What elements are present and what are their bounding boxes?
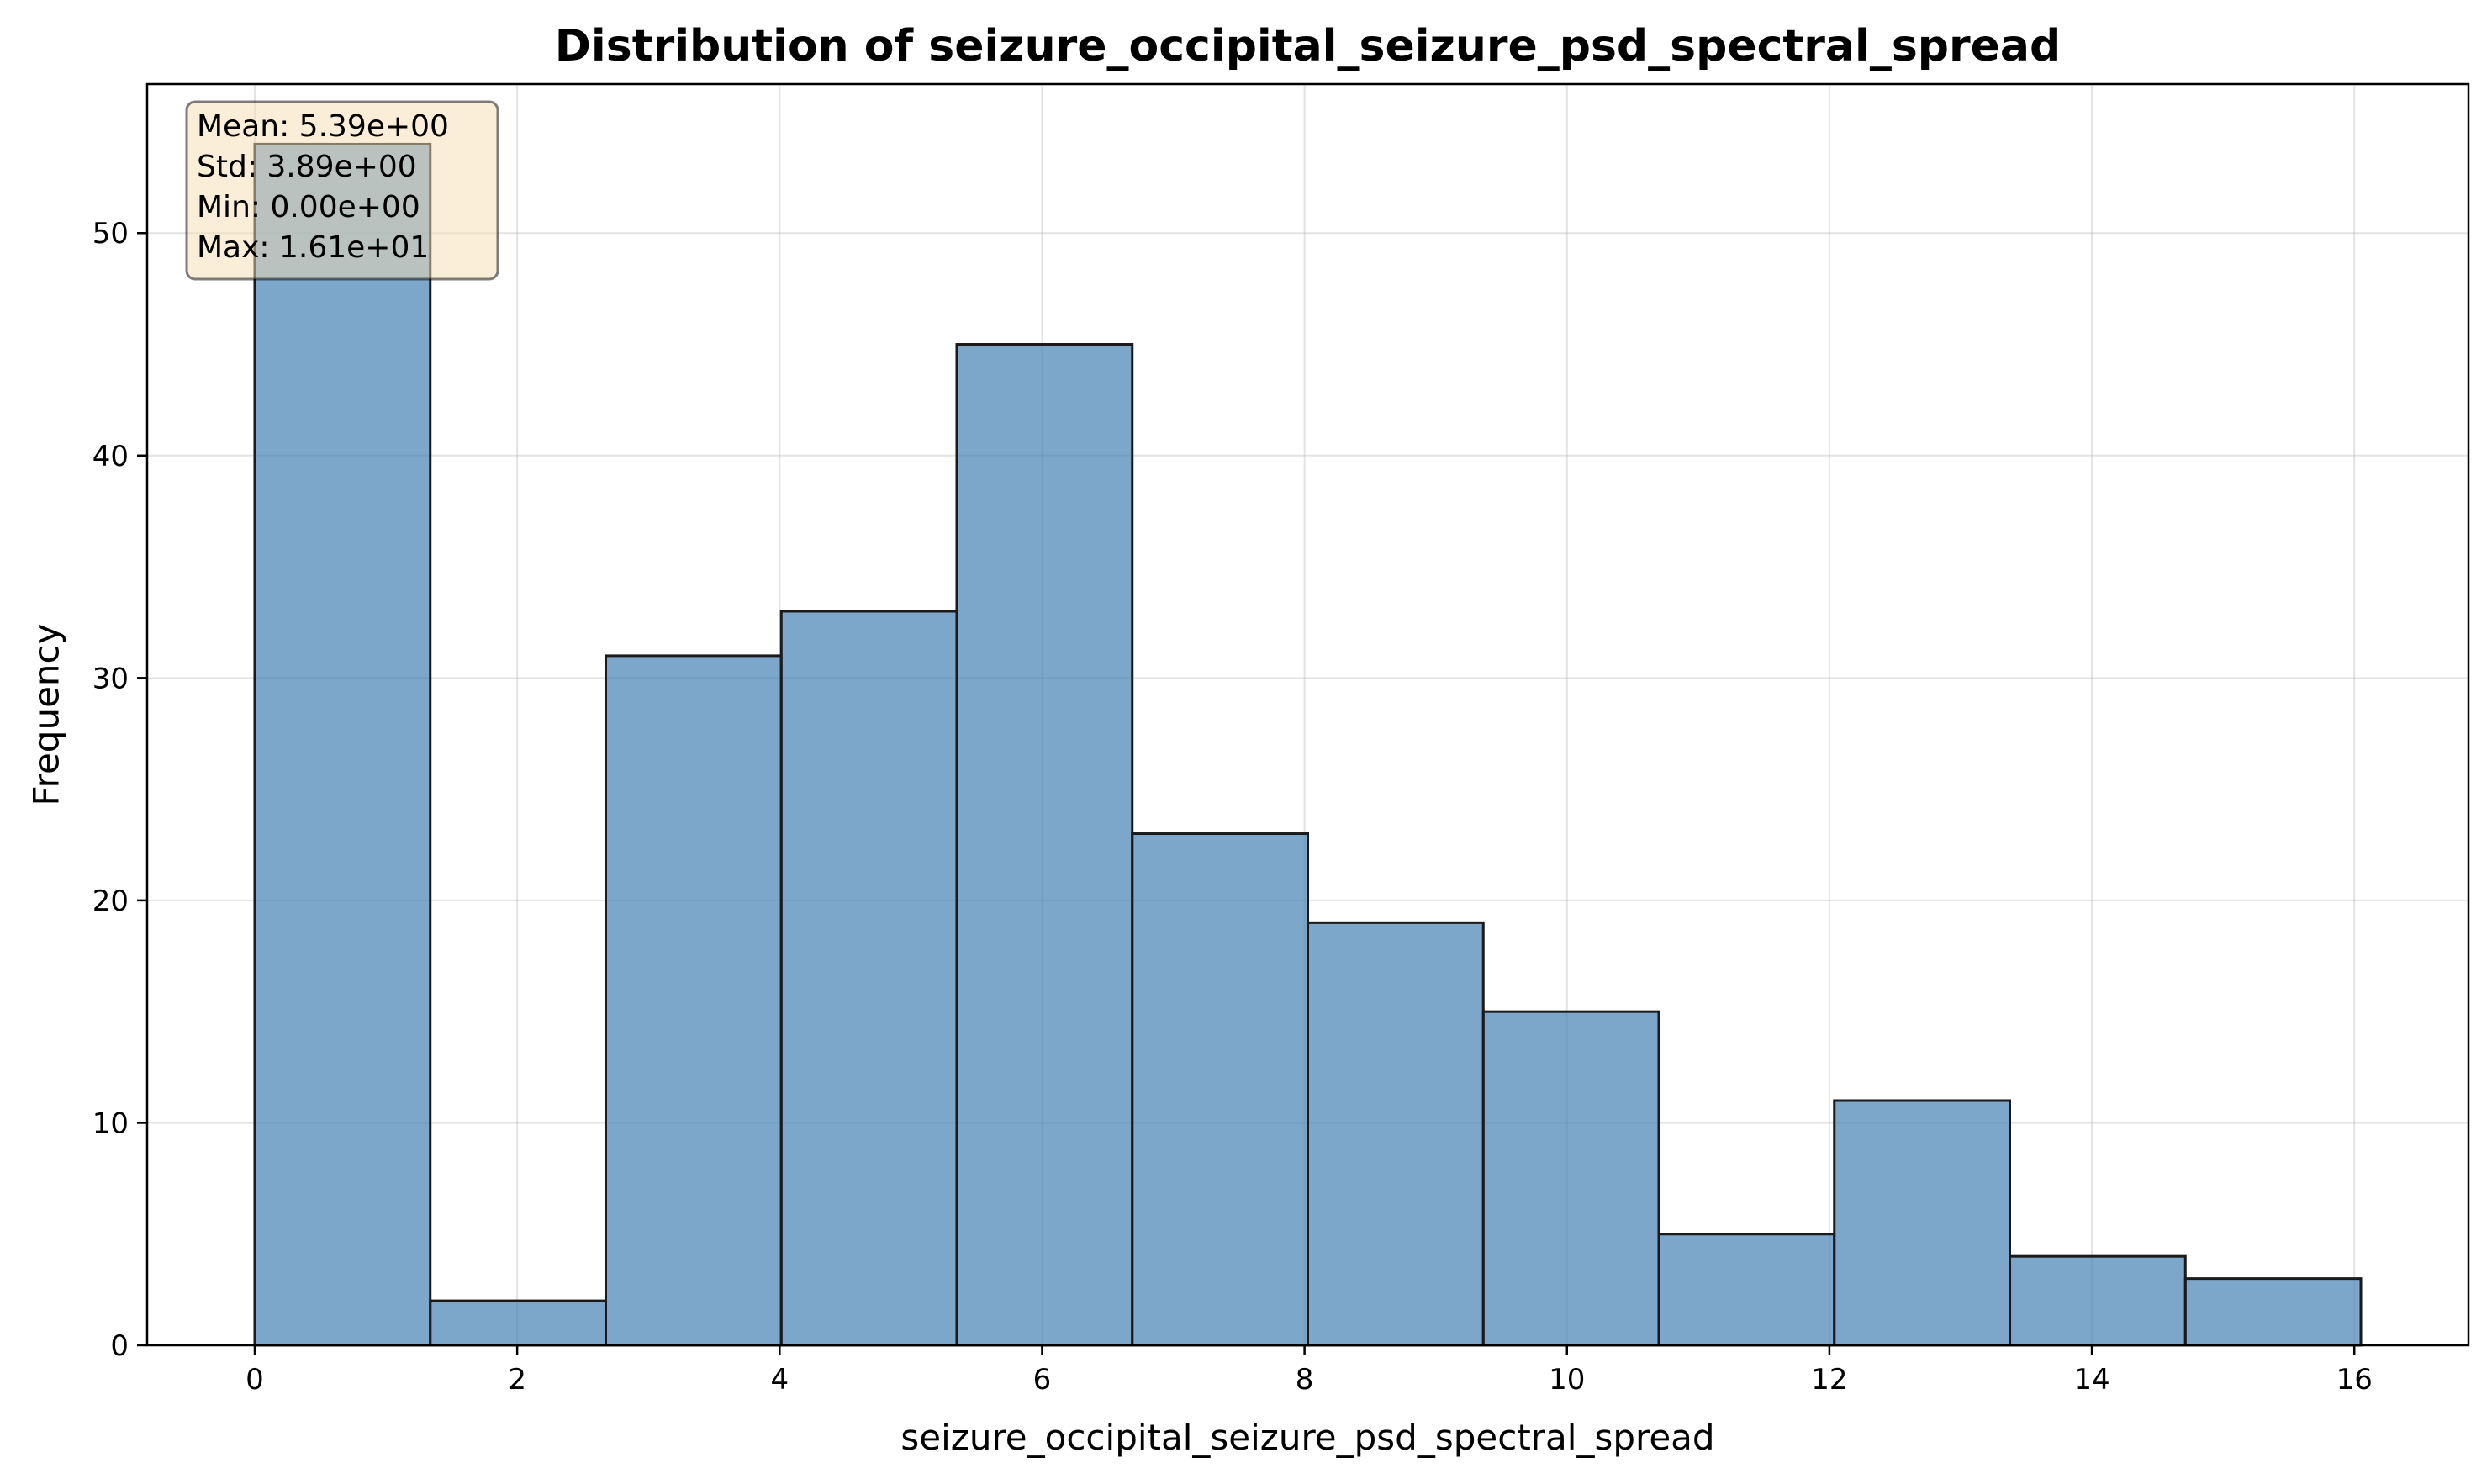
histogram-bars [253, 142, 2363, 1347]
histogram-bar [253, 142, 432, 1347]
stats-box: Mean: 5.39e+00 Std: 3.89e+00 Min: 0.00e+… [185, 100, 499, 281]
histogram-bar [779, 610, 958, 1347]
x-tick-label: 10 [1549, 1363, 1585, 1397]
x-tick-label: 8 [1296, 1363, 1314, 1397]
stats-max: Max: 1.61e+01 [197, 230, 429, 265]
stats-min: Min: 0.00e+00 [197, 190, 420, 224]
histogram-bar [1481, 1010, 1660, 1347]
stats-box-background [185, 100, 499, 281]
y-tick-label: 20 [92, 885, 129, 918]
stats-std: Std: 3.89e+00 [197, 150, 417, 184]
y-tick-label: 10 [92, 1106, 129, 1140]
histogram-bar [1657, 1233, 1836, 1347]
histogram-bar [604, 654, 783, 1347]
histogram-bar [1833, 1099, 2012, 1347]
histogram-bar [2009, 1254, 2187, 1347]
x-tick-label: 4 [770, 1363, 789, 1397]
histogram-bar [429, 1299, 607, 1347]
x-tick-label: 12 [1811, 1363, 1847, 1397]
histogram-bar [2183, 1277, 2363, 1347]
y-tick-label: 0 [110, 1329, 129, 1363]
plot-frame [145, 82, 2470, 1347]
x-tick-label: 14 [2073, 1363, 2109, 1397]
x-tick-label: 0 [246, 1363, 264, 1397]
y-tick-label: 40 [92, 440, 129, 473]
x-axis-ticks: 0 2 4 6 8 10 12 14 16 [246, 1345, 2373, 1397]
histogram-bar [1307, 921, 1485, 1347]
x-tick-label: 6 [1033, 1363, 1052, 1397]
x-tick-label: 16 [2336, 1363, 2373, 1397]
y-axis-label: Frequency [26, 624, 67, 806]
histogram-bar [1131, 832, 1310, 1347]
y-tick-label: 50 [92, 217, 129, 251]
histogram-bar [955, 343, 1134, 1347]
x-tick-label: 2 [508, 1363, 526, 1397]
y-axis-ticks: 0 10 20 30 40 50 [92, 217, 147, 1363]
y-tick-label: 30 [92, 662, 129, 695]
stats-mean: Mean: 5.39e+00 [197, 109, 449, 144]
x-axis-label: seizure_occipital_seizure_psd_spectral_s… [900, 1417, 1714, 1458]
chart-title: Distribution of seizure_occipital_seizur… [555, 21, 2061, 71]
